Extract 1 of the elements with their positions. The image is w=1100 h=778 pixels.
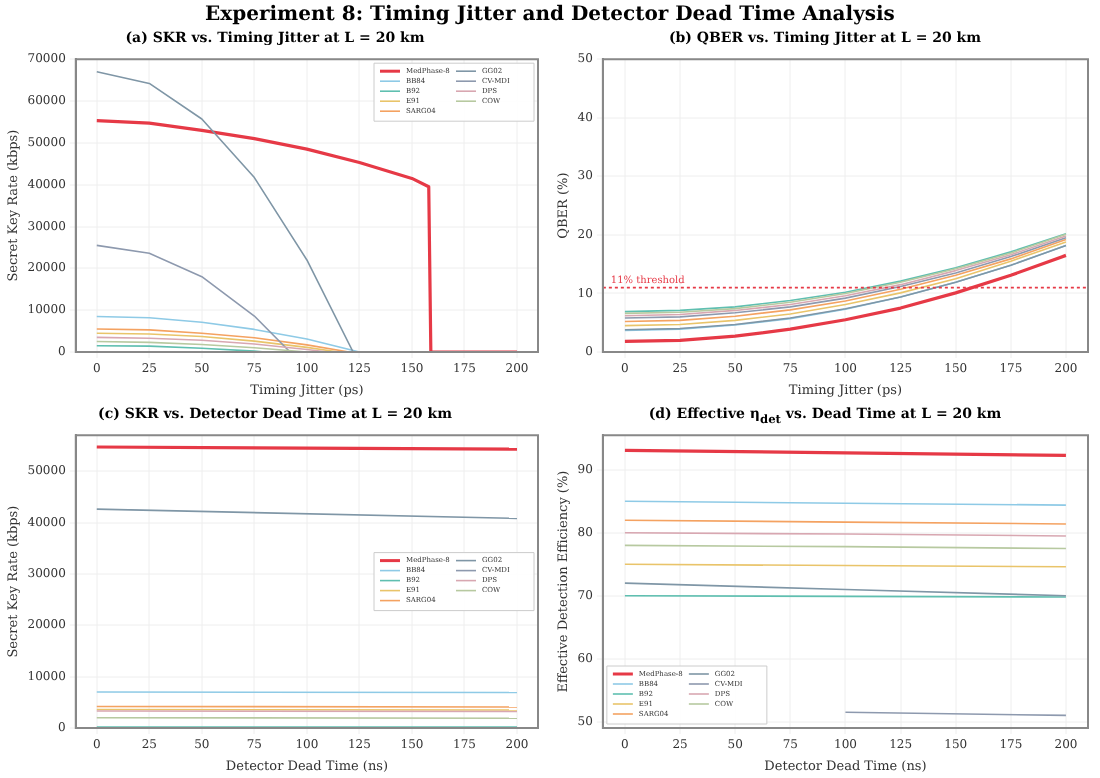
- chart-title: Experiment 8: Timing Jitter and Detector Dead Time Analysis: [203, 4, 897, 26]
